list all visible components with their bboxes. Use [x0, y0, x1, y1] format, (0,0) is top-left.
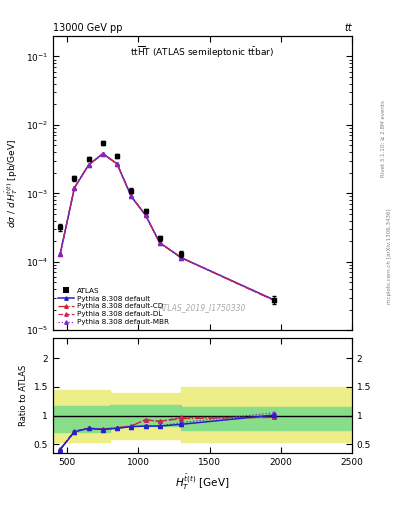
Text: tt$\overline{\rm H}$T (ATLAS semileptonic t$\bar{\rm t}$bar): tt$\overline{\rm H}$T (ATLAS semileptoni…: [130, 45, 274, 60]
Text: ATLAS_2019_I1750330: ATLAS_2019_I1750330: [159, 304, 246, 312]
Text: 13000 GeV pp: 13000 GeV pp: [53, 23, 123, 33]
Text: mcplots.cern.ch [arXiv:1306.3436]: mcplots.cern.ch [arXiv:1306.3436]: [387, 208, 391, 304]
Legend: ATLAS, Pythia 8.308 default, Pythia 8.308 default-CD, Pythia 8.308 default-DL, P: ATLAS, Pythia 8.308 default, Pythia 8.30…: [57, 286, 170, 327]
Text: tt: tt: [344, 23, 352, 33]
Y-axis label: $d\sigma\ /\ d\,H_T^{\bar{t}(t)}$ [pb/GeV]: $d\sigma\ /\ d\,H_T^{\bar{t}(t)}$ [pb/Ge…: [3, 138, 20, 228]
Y-axis label: Ratio to ATLAS: Ratio to ATLAS: [19, 365, 28, 426]
X-axis label: $H_T^{\bar{t}(t)}$ [GeV]: $H_T^{\bar{t}(t)}$ [GeV]: [175, 473, 230, 492]
Text: Rivet 3.1.10; ≥ 2.8M events: Rivet 3.1.10; ≥ 2.8M events: [381, 100, 386, 177]
